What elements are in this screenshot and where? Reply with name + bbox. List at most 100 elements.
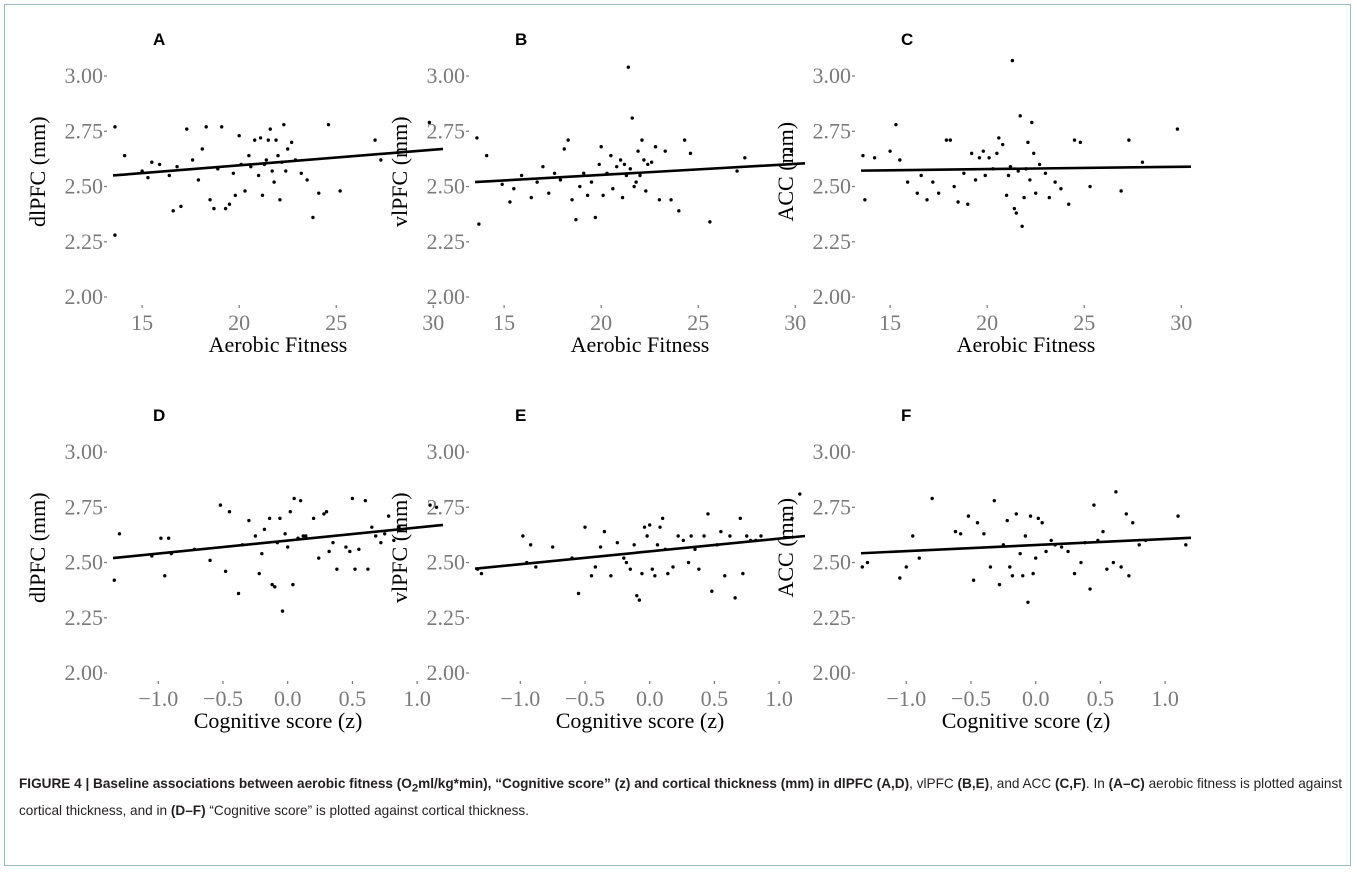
panel-d: D 2.00 2.25 2.50 2.75 3.00 −1.0 −0.5 0.0 0.5 1.0 Co…: [25, 406, 444, 733]
panel-d-point: [357, 547, 361, 551]
panel-b-point: [649, 160, 654, 164]
panel-b-point: [574, 217, 578, 222]
panel-c-xtick-label: 15: [879, 310, 901, 335]
panel-e-xtick-label: 0.5: [701, 686, 729, 711]
panel-b-point: [615, 164, 619, 169]
panel-b-point: [638, 173, 642, 178]
panel-f-point: [971, 578, 976, 582]
panel-d-point: [379, 540, 383, 545]
panel-b-point: [620, 195, 625, 200]
panel-f-point: [1092, 503, 1096, 507]
panel-d-point: [260, 551, 264, 556]
panel-e-letter: E: [515, 406, 526, 425]
panel-c-point: [1028, 178, 1032, 182]
panel-d-point: [363, 498, 368, 503]
panel-b-xtick-label: 25: [687, 310, 709, 335]
panel-e-point: [624, 560, 629, 565]
panel-d-xlabel: Cognitive score (z): [194, 708, 363, 733]
panel-e-point: [648, 523, 652, 527]
panel-e-point: [666, 571, 670, 576]
panel-c-point: [915, 191, 919, 195]
panel-e-point: [745, 534, 749, 538]
panel-b-point: [477, 222, 481, 226]
panel-e-fit-line: [474, 534, 806, 571]
panel-b-point: [519, 173, 524, 178]
panel-a-point: [227, 202, 232, 206]
panel-f-xlabel: Cognitive score (z): [942, 708, 1111, 733]
panel-e-point: [589, 574, 594, 578]
panel-b-point: [735, 169, 739, 173]
panel-f-point: [904, 565, 908, 569]
panel-c-xlabel: Aerobic Fitness: [957, 332, 1096, 357]
panel-d-point: [434, 505, 439, 509]
panel-f-fit-line: [860, 536, 1192, 555]
panel-b-point: [484, 153, 489, 158]
panel-b-point: [640, 138, 644, 142]
panel-c-point: [905, 180, 910, 184]
panel-f-point: [1119, 565, 1123, 569]
panel-f-point: [958, 532, 963, 536]
panel-f-point: [1066, 549, 1070, 554]
panel-d-point: [286, 545, 290, 549]
panel-d-ytick-label: 2.25: [65, 605, 104, 630]
panel-b-point: [475, 136, 479, 140]
panel-f-point: [997, 582, 1002, 587]
panel-d-point: [428, 503, 432, 507]
panel-a-point: [122, 153, 127, 158]
panel-b-point: [578, 184, 582, 189]
panel-d-ytick-label: 3.00: [65, 439, 104, 464]
panel-a: A 2.00 2.25 2.50 2.75 3.00 15 20 25 30 Aerobic Fit…: [25, 30, 444, 357]
panel-e-xtick-label: 1.0: [765, 686, 793, 711]
panel-a-point: [258, 136, 263, 140]
panel-e-point: [676, 534, 680, 538]
panel-b-ytick-label: 2.00: [427, 284, 466, 309]
panel-c-point: [1127, 138, 1131, 142]
panel-c-xtick-label: 25: [1073, 310, 1095, 335]
panel-d-point: [317, 556, 321, 560]
panel-c-point: [981, 149, 985, 153]
panel-d-point: [331, 540, 335, 545]
panel-c-point: [1053, 180, 1057, 184]
panel-e-ytick-label: 2.00: [427, 660, 466, 685]
panel-b-ytick-label: 2.75: [427, 118, 466, 143]
panel-a-point: [286, 147, 290, 151]
figure-chart-grid: A 2.00 2.25 2.50 2.75 3.00 15 20 25 30 Aerobic Fit…: [25, 30, 1192, 733]
panel-b-point: [552, 171, 557, 175]
panel-b-fit-line: [474, 162, 806, 184]
caption-text: and ACC: [996, 776, 1055, 791]
panel-b: B 2.00 2.25 2.50 2.75 3.00 15 20 25 30 Aerobic Fit…: [387, 30, 806, 357]
panel-d-point: [366, 567, 370, 571]
panel-c-point: [919, 173, 923, 178]
panel-e-point: [622, 556, 626, 560]
panel-e: E 2.00 2.25 2.50 2.75 3.00 −1.0 −0.5 0.0 0.5 1.0 Co…: [387, 406, 806, 733]
panel-e-point: [609, 574, 613, 578]
panel-a-point: [272, 180, 276, 184]
figure-frame: A 2.00 2.25 2.50 2.75 3.00 15 20 25 30 Aerobic Fit…: [4, 4, 1351, 866]
panel-c-point: [898, 158, 902, 162]
panel-d-xtick-label: 0.5: [339, 686, 367, 711]
panel-e-point: [655, 543, 660, 547]
panel-c-point: [936, 191, 941, 195]
panel-e-point: [706, 512, 710, 516]
panel-a-point: [264, 158, 269, 162]
panel-a-point: [113, 125, 117, 129]
caption-ref-cf: (C,F): [1054, 776, 1086, 791]
panel-a-point: [171, 209, 175, 213]
panel-d-point: [288, 510, 292, 514]
panel-c-point: [1006, 173, 1011, 178]
panel-c-point: [861, 153, 865, 158]
panel-c-point: [1078, 140, 1083, 145]
panel-e-point: [738, 516, 742, 521]
panel-e-point: [741, 571, 745, 576]
panel-f-ytick-label: 2.75: [813, 494, 852, 519]
panel-c-ytick-label: 2.75: [813, 118, 852, 143]
panel-e-point: [728, 534, 732, 538]
panel-a-point: [208, 198, 212, 202]
panel-d-ytick-label: 2.50: [65, 550, 104, 575]
panel-f-point: [1059, 545, 1064, 549]
panel-b-point: [558, 178, 563, 182]
panel-f-point: [982, 532, 986, 536]
panel-e-point: [550, 545, 555, 549]
panel-c-point: [948, 138, 952, 142]
panel-d-point: [262, 527, 267, 532]
